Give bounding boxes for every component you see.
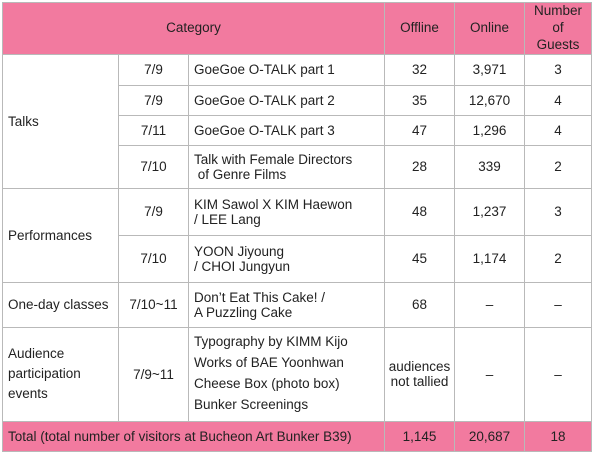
online-cell: – [454, 281, 526, 328]
offline-cell: 28 [384, 144, 456, 189]
title-line: A Puzzling Cake [194, 304, 293, 320]
offline-cell: 35 [384, 84, 456, 116]
group-classes: One-day classes [2, 281, 119, 328]
group-line: Audience [8, 345, 65, 361]
title-line: / CHOI Jungyun [194, 258, 291, 274]
guests-cell: 2 [524, 144, 593, 189]
title-cell: GoeGoe O-TALK part 3 [187, 114, 386, 146]
total-guests: 18 [524, 420, 593, 452]
offline-line: not tallied [390, 374, 449, 390]
table-row: Talks 7/9 GoeGoe O-TALK part 1 32 3,971 … [2, 53, 593, 189]
date-cell: 7/9 [118, 187, 189, 236]
online-cell: 12,670 [454, 84, 526, 116]
table-row: Performances 7/9 KIM Sawol X KIM Haewon … [2, 187, 593, 283]
title-line: Talk with Female Directors [194, 151, 353, 167]
online-cell: 1,237 [454, 187, 526, 236]
title-line: Don’t Eat This Cake! / [194, 289, 326, 305]
group-line: participation [8, 366, 81, 381]
online-cell: – [454, 326, 526, 422]
title-line: Cheese Box (photo box) [194, 376, 340, 392]
title-line: Works of BAE Yoonhwan [194, 355, 344, 371]
title-cell: GoeGoe O-TALK part 1 [187, 53, 386, 86]
title-cell: Don’t Eat This Cake! / A Puzzling Cake [187, 281, 386, 328]
total-label: Total (total number of visitors at Buche… [1, 420, 386, 452]
online-cell: 1,296 [454, 114, 526, 146]
title-cell: YOON Jiyoung / CHOI Jungyun [187, 234, 386, 283]
table-row: 7/9 GoeGoe O-TALK part 2 35 12,670 4 [3, 84, 593, 116]
title-cell: Talk with Female Directors of Genre Film… [187, 144, 386, 189]
date-cell: 7/11 [118, 114, 189, 146]
guests-cell: – [524, 281, 593, 328]
title-cell: Typography by KIMM Kijo Works of BAE Yoo… [187, 326, 386, 422]
guests-header: Number of Guests [524, 2, 593, 55]
online-header: Online [454, 2, 526, 55]
date-cell: 7/9~11 [118, 326, 189, 422]
date-cell: 7/9 [118, 84, 189, 116]
title-line: KIM Sawol X KIM Haewon [194, 196, 353, 212]
title-line: / LEE Lang [194, 211, 261, 227]
guests-cell: 3 [524, 187, 593, 236]
guests-cell: 2 [524, 234, 593, 283]
online-cell: 339 [454, 144, 526, 189]
offline-line: audiences [388, 359, 451, 375]
guests-cell: 4 [524, 84, 593, 116]
total-offline: 1,145 [384, 420, 456, 452]
title-line: Typography by KIMM Kijo [194, 334, 348, 350]
table-row: Audience participation events 7/9~11 Typ… [2, 326, 593, 422]
header-row: Category Offline Online Number of Guests [1, 2, 593, 55]
title-line: Bunker Screenings [194, 397, 309, 413]
total-row: Total (total number of visitors at Buche… [1, 420, 593, 452]
offline-cell: 47 [384, 114, 456, 146]
offline-cell: 48 [384, 187, 456, 236]
offline-cell: audiences not tallied [384, 326, 456, 422]
date-cell: 7/9 [118, 53, 189, 86]
guests-cell: – [524, 326, 593, 422]
category-header: Category [1, 2, 386, 55]
title-line: YOON Jiyoung [194, 243, 285, 259]
offline-header: Offline [384, 2, 456, 55]
guests-cell: 4 [524, 114, 593, 146]
guests-header-line1: Number [534, 3, 583, 18]
title-cell: KIM Sawol X KIM Haewon / LEE Lang [187, 187, 386, 236]
online-cell: 1,174 [454, 234, 526, 283]
table-row: 7/10 Talk with Female Directors of Genre… [3, 144, 593, 189]
guests-cell: 3 [524, 53, 593, 86]
title-line: of Genre Films [194, 166, 287, 182]
offline-cell: 45 [384, 234, 456, 283]
offline-cell: 32 [384, 53, 456, 86]
group-performances: Performances [2, 187, 119, 283]
date-cell: 7/10 [118, 234, 189, 283]
group-talks: Talks [2, 53, 119, 189]
title-cell: GoeGoe O-TALK part 2 [187, 84, 386, 116]
online-cell: 3,971 [454, 53, 526, 86]
offline-cell: 68 [384, 281, 456, 328]
table-row: One-day classes 7/10~11 Don’t Eat This C… [2, 281, 593, 328]
group-line: events [8, 386, 48, 402]
date-cell: 7/10~11 [118, 281, 189, 328]
table-row: 7/10 YOON Jiyoung / CHOI Jungyun 45 1,17… [3, 234, 593, 283]
guests-header-line2: of Guests [536, 19, 580, 52]
group-audience: Audience participation events [2, 326, 119, 422]
table-row: 7/11 GoeGoe O-TALK part 3 47 1,296 4 [3, 114, 593, 146]
total-online: 20,687 [454, 420, 526, 452]
date-cell: 7/10 [118, 144, 189, 189]
